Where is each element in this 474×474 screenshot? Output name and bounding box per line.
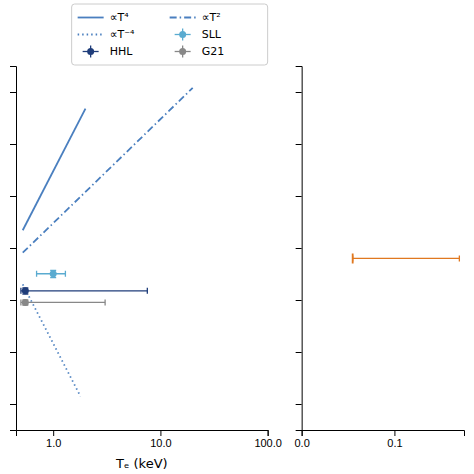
point-group	[21, 299, 105, 306]
legend-swatch	[78, 17, 104, 19]
y-tick	[296, 248, 302, 249]
y-tick-mark	[10, 248, 16, 249]
y-tick	[296, 404, 302, 405]
line	[23, 109, 86, 231]
point-group	[21, 287, 147, 294]
x-tick-mark	[160, 430, 161, 436]
legend-box	[72, 4, 268, 65]
y-tick-mark	[10, 144, 16, 145]
y-tick-mark	[10, 300, 16, 301]
line	[23, 284, 81, 396]
x-tick: 0.1	[387, 430, 402, 449]
legend-swatch	[170, 17, 196, 19]
plot-area	[21, 88, 193, 397]
x-tick: 100.0	[254, 430, 282, 449]
legend-swatch	[179, 48, 186, 55]
x-error-bar	[21, 290, 147, 291]
y-tick-mark	[296, 404, 302, 405]
y-tick-mark	[10, 196, 16, 197]
legend-item: ∝T⁻⁴	[78, 28, 135, 41]
x-tick: 1.0	[46, 430, 61, 449]
y-tick	[10, 92, 16, 93]
line	[23, 88, 193, 253]
legend-label: G21	[202, 45, 225, 58]
legend-item: ∝T⁴	[78, 11, 130, 24]
y-tick-mark	[296, 196, 302, 197]
x-tick-label: 1.0	[46, 437, 61, 449]
y-tick-mark	[296, 92, 302, 93]
y-tick	[10, 404, 16, 405]
legend-swatch	[78, 34, 104, 36]
x-error-cap	[36, 271, 37, 277]
y-tick	[10, 144, 16, 145]
y-tick	[10, 352, 16, 353]
y-tick-mark	[10, 92, 16, 93]
y-tick-mark	[296, 300, 302, 301]
x-tick-label: 10.0	[150, 437, 171, 449]
y-tick	[296, 92, 302, 93]
y-tick	[296, 196, 302, 197]
x-tick-label: 0.1	[387, 437, 402, 449]
x-tick-mark	[268, 430, 269, 436]
x-tick: 0.0	[294, 430, 309, 449]
y-tick	[296, 144, 302, 145]
legend-label: ∝T²	[202, 11, 221, 24]
x-tick-mark	[394, 430, 395, 436]
x-error-bar	[21, 302, 105, 303]
legend-swatch	[87, 48, 94, 55]
x-error-cap	[147, 288, 148, 294]
x-axis-line	[17, 431, 269, 437]
y-tick	[10, 196, 16, 197]
x-tick-label: 100.0	[254, 437, 282, 449]
y-axis	[296, 67, 303, 431]
legend-item: ∝T²	[170, 11, 221, 24]
x-error-cap	[20, 288, 21, 294]
point	[22, 287, 29, 294]
legend-item: G21	[175, 45, 225, 58]
chart: 1.0 10.0 100.0 Tₑ (keV) ∝T⁴ ∝T² ∝T⁻⁴ SLL HHL G21 0…	[0, 0, 474, 474]
x-tick-label: 0.0	[294, 437, 309, 449]
point	[352, 253, 354, 263]
x-error-cap	[104, 299, 105, 305]
legend-label: HHL	[110, 45, 134, 58]
plot-area	[353, 253, 460, 263]
legend-item: HHL	[83, 45, 134, 58]
x-axis-line	[302, 431, 464, 437]
x-error-cap	[20, 299, 21, 305]
y-tick	[296, 300, 302, 301]
x-axis: 0.0 0.1	[294, 430, 464, 449]
legend: ∝T⁴ ∝T² ∝T⁻⁴ SLL HHL G21	[72, 4, 268, 65]
panel: 0.0 0.1	[294, 67, 464, 449]
legend-item: SLL	[175, 28, 222, 41]
x-axis: 1.0 10.0 100.0	[17, 430, 282, 449]
y-tick-mark	[296, 144, 302, 145]
point-group	[37, 270, 66, 277]
y-axis-line	[10, 67, 17, 431]
y-tick-mark	[10, 352, 16, 353]
legend-swatch	[179, 31, 186, 38]
y-axis	[10, 67, 17, 431]
point	[22, 299, 29, 306]
y-tick	[10, 248, 16, 249]
legend-label: ∝T⁻⁴	[110, 28, 135, 41]
y-tick	[10, 300, 16, 301]
y-tick-mark	[296, 248, 302, 249]
legend-label: ∝T⁴	[110, 11, 130, 24]
y-tick-mark	[296, 352, 302, 353]
point-group	[353, 253, 460, 263]
x-error-bar	[353, 258, 460, 259]
x-tick-mark	[53, 430, 54, 436]
y-tick-mark	[10, 404, 16, 405]
point	[50, 270, 57, 277]
x-axis-title: Tₑ (keV)	[115, 456, 168, 471]
x-error-cap	[459, 255, 460, 261]
x-error-cap	[65, 271, 66, 277]
legend-label: SLL	[202, 28, 222, 41]
y-tick	[296, 352, 302, 353]
x-tick: 10.0	[150, 430, 171, 449]
y-axis-line	[296, 67, 303, 431]
panel: 1.0 10.0 100.0	[10, 67, 282, 449]
